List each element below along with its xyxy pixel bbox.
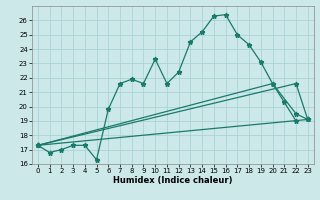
X-axis label: Humidex (Indice chaleur): Humidex (Indice chaleur) (113, 176, 233, 185)
